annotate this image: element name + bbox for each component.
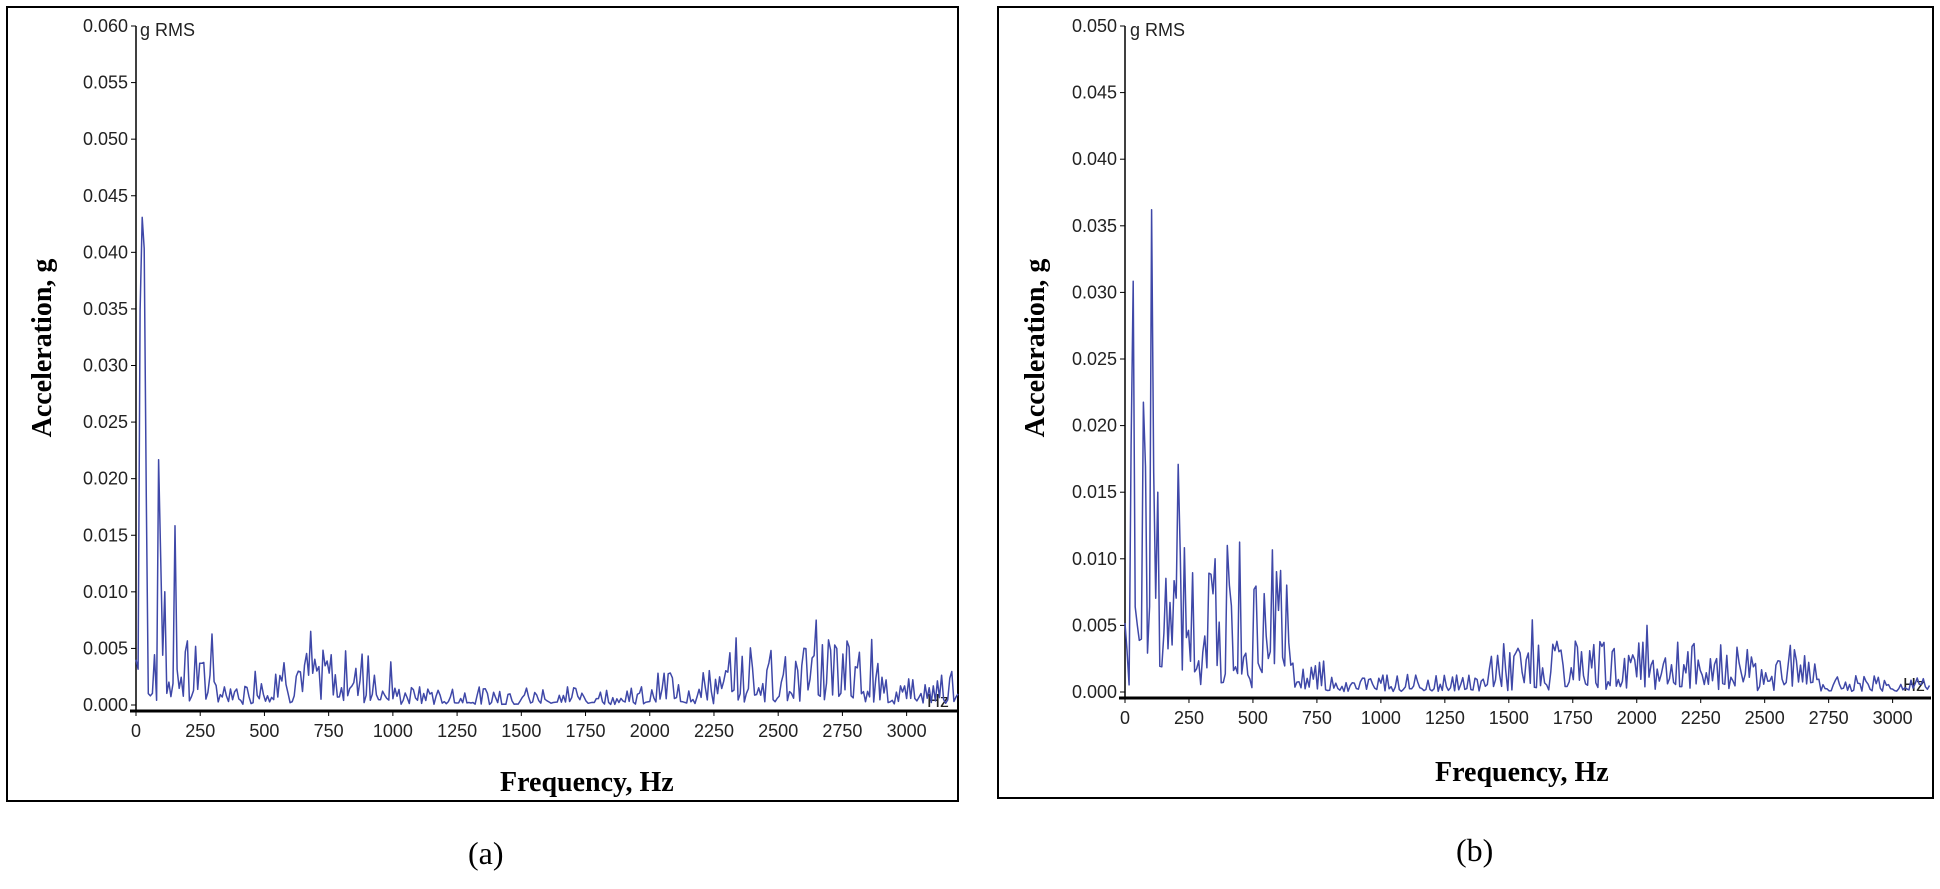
chart-b-plot: 0.000 0.005 0.010 0.015 0.020 0.025 0.030 0.035… xyxy=(1020,16,1931,788)
y-tick-label: 0.045 xyxy=(1072,83,1117,103)
x-tick-label: 500 xyxy=(1238,708,1268,728)
x-axis-title: Frequency, Hz xyxy=(1435,757,1609,788)
y-tick-label: 0.015 xyxy=(1072,482,1117,502)
x-tick-label: 1250 xyxy=(437,721,477,741)
x-tick-label: 2750 xyxy=(822,721,862,741)
spectrum-series-line xyxy=(135,216,959,706)
x-tick-label: 2000 xyxy=(1617,708,1657,728)
x-tick-label: 1750 xyxy=(566,721,606,741)
y-tick-label: 0.020 xyxy=(1072,416,1117,436)
x-tick-label: 1750 xyxy=(1553,708,1593,728)
y-tick-label: 0.045 xyxy=(83,186,128,206)
y-tick-label: 0.055 xyxy=(83,73,128,93)
chart-panel-a: 0.000 0.005 0.010 0.015 0.020 0.025 0.030 0.035… xyxy=(6,6,959,802)
x-tick-label: 0 xyxy=(131,721,141,741)
x-tick-label: 250 xyxy=(185,721,215,741)
y-tick-label: 0.040 xyxy=(1072,149,1117,169)
y-tick-label: 0.000 xyxy=(1072,682,1117,702)
y-tick-label: 0.005 xyxy=(1072,615,1117,635)
y-tick-label: 0.025 xyxy=(83,412,128,432)
x-tick-label: 2000 xyxy=(630,721,670,741)
x-tick-label: 2250 xyxy=(694,721,734,741)
x-tick-label: 2500 xyxy=(1745,708,1785,728)
y-axis-title: Acceleration, g xyxy=(1020,259,1051,438)
x-tick-label: 1000 xyxy=(373,721,413,741)
x-tick-label: 1500 xyxy=(1489,708,1529,728)
x-axis-title: Frequency, Hz xyxy=(500,767,674,798)
chart-a-caption: (a) xyxy=(468,835,504,871)
x-tick-label: 1500 xyxy=(501,721,541,741)
x-tick-label: 2500 xyxy=(758,721,798,741)
y-tick-label: 0.050 xyxy=(83,129,128,149)
x-tick-label: 2750 xyxy=(1809,708,1849,728)
spectrum-series-line xyxy=(1124,208,1931,693)
x-tick-label: 250 xyxy=(1174,708,1204,728)
y-tick-label: 0.035 xyxy=(1072,216,1117,236)
y-tick-label: 0.000 xyxy=(83,695,128,715)
chart-panel-b: 0.000 0.005 0.010 0.015 0.020 0.025 0.030 0.035… xyxy=(997,6,1934,799)
y-axis-title: Acceleration, g xyxy=(27,259,58,438)
x-tick-label: 2250 xyxy=(1681,708,1721,728)
y-tick-label: 0.035 xyxy=(83,299,128,319)
chart-a-plot: 0.000 0.005 0.010 0.015 0.020 0.025 0.030 0.035… xyxy=(27,16,959,798)
y-tick-label: 0.010 xyxy=(83,582,128,602)
y-tick-label: 0.015 xyxy=(83,525,128,545)
y-unit-label: g RMS xyxy=(140,20,195,40)
y-tick-label: 0.060 xyxy=(83,16,128,36)
chart-b-caption: (b) xyxy=(1456,832,1494,868)
x-tick-label: 0 xyxy=(1120,708,1130,728)
x-tick-label: 1250 xyxy=(1425,708,1465,728)
x-tick-label: 3000 xyxy=(1873,708,1913,728)
x-tick-label: 750 xyxy=(314,721,344,741)
x-tick-label: 3000 xyxy=(887,721,927,741)
y-tick-label: 0.030 xyxy=(83,356,128,376)
y-tick-label: 0.020 xyxy=(83,469,128,489)
y-tick-label: 0.010 xyxy=(1072,549,1117,569)
x-tick-label: 750 xyxy=(1302,708,1332,728)
y-tick-label: 0.040 xyxy=(83,242,128,262)
y-tick-label: 0.030 xyxy=(1072,282,1117,302)
x-tick-label: 1000 xyxy=(1361,708,1401,728)
y-tick-label: 0.005 xyxy=(83,638,128,658)
y-tick-label: 0.025 xyxy=(1072,349,1117,369)
y-unit-label: g RMS xyxy=(1130,20,1185,40)
y-tick-label: 0.050 xyxy=(1072,16,1117,36)
x-tick-label: 500 xyxy=(249,721,279,741)
